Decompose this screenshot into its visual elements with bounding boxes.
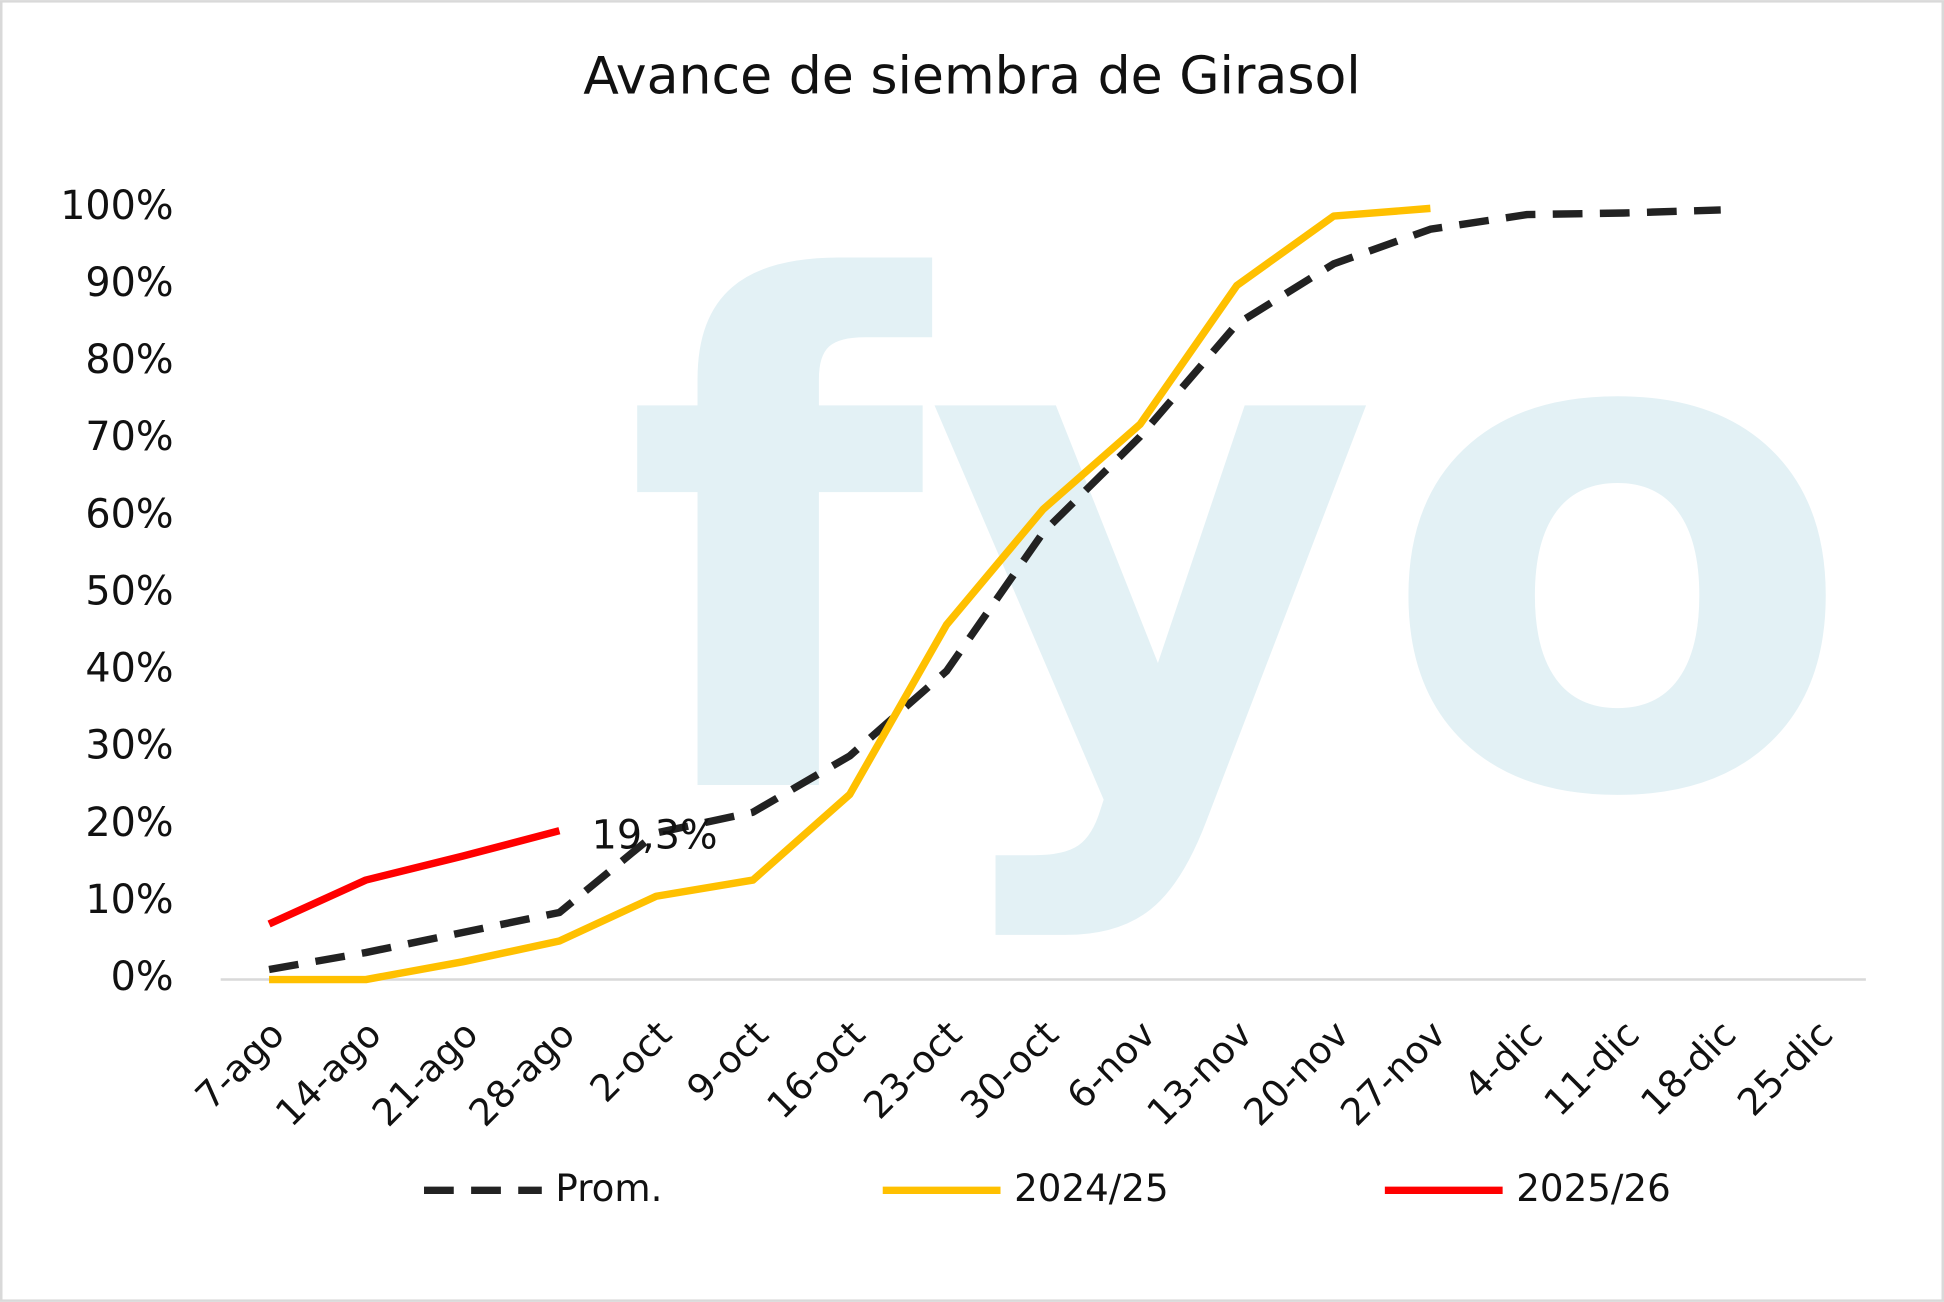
y-tick-label: 20% <box>85 800 173 846</box>
data-label: 19,3% <box>592 813 718 859</box>
y-tick-label: 70% <box>85 414 173 460</box>
legend-label: 2025/26 <box>1516 1166 1671 1210</box>
y-tick-label: 0% <box>111 954 174 1000</box>
chart-title: Avance de siembra de Girasol <box>583 46 1361 106</box>
series-line <box>269 204 1431 984</box>
y-tick-label: 90% <box>85 260 173 306</box>
series-line <box>268 206 1721 974</box>
y-tick-label: 50% <box>85 568 173 614</box>
y-tick-label: 40% <box>85 646 173 692</box>
y-tick-label: 80% <box>85 337 173 383</box>
series-line <box>267 827 561 928</box>
legend-label: 2024/25 <box>1014 1166 1169 1210</box>
legend-label: Prom. <box>555 1166 662 1210</box>
y-tick-label: 100% <box>60 183 173 229</box>
y-tick-label: 30% <box>85 723 173 769</box>
y-tick-label: 10% <box>85 877 173 923</box>
y-tick-label: 60% <box>85 491 173 537</box>
